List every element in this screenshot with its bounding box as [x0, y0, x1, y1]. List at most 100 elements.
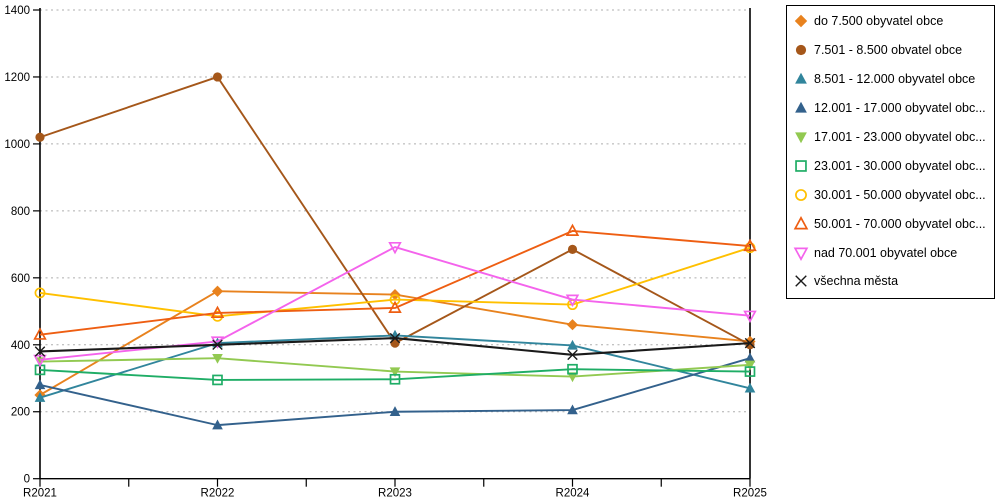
triangle-up-legend-icon — [793, 215, 809, 230]
triangle-down-marker — [743, 310, 757, 324]
circle-legend-icon — [795, 188, 807, 201]
x-axis-labels: R2021 R2022 R2023 R2024 R2025 — [23, 488, 767, 500]
triangle-down-marker — [33, 354, 47, 368]
legend-item: 23.001 - 30.000 obyvatel obc... — [793, 151, 994, 180]
chart-legend: do 7.500 obyvatel obce 7.501 - 8.500 obva… — [786, 5, 995, 299]
gridlines — [40, 9, 750, 413]
x-legend-icon — [795, 275, 807, 288]
triangle-up-legend-icon — [795, 101, 807, 113]
square-marker — [795, 160, 807, 172]
y-tick-label: 200 — [11, 407, 30, 419]
legend-label: 50.001 - 70.000 obyvatel obc... — [814, 216, 986, 231]
triangle-up-marker — [565, 223, 580, 237]
circle-marker — [34, 287, 46, 299]
x-axis-ticks — [39, 478, 751, 487]
x-tick-label: R2025 — [733, 488, 767, 500]
circle-marker — [567, 244, 578, 254]
y-tick-label: 800 — [11, 206, 30, 218]
triangle-up-marker — [744, 382, 756, 393]
legend-label: 30.001 - 50.000 obyvatel obc... — [814, 187, 986, 202]
triangle-down-marker — [795, 132, 807, 144]
legend-label: do 7.500 obyvatel obce — [814, 14, 944, 29]
triangle-up-marker — [795, 73, 807, 84]
diamond-marker — [566, 319, 579, 331]
legend-item: 12.001 - 17.000 obyvatel obc... — [793, 94, 994, 123]
y-tick-label: 1400 — [4, 5, 30, 17]
triangle-down-marker — [744, 360, 756, 371]
triangle-up-marker — [33, 327, 47, 340]
y-tick-label: 1200 — [4, 72, 30, 84]
triangle-up-marker — [389, 406, 401, 416]
diamond-legend-icon — [794, 15, 808, 28]
legend-item: 50.001 - 70.000 obyvatel obc... — [793, 209, 994, 238]
triangle-down-marker — [567, 372, 578, 383]
triangle-up-marker — [210, 305, 225, 319]
x-marker — [567, 349, 578, 361]
triangle-down-marker — [793, 247, 809, 261]
legend-label: 8.501 - 12.000 obyvatel obce — [814, 72, 976, 87]
x-marker — [795, 275, 807, 288]
legend-item: 30.001 - 50.000 obyvatel obc... — [793, 180, 994, 209]
x-tick-label: R2021 — [23, 488, 57, 500]
y-tick-label: 0 — [24, 474, 30, 486]
triangle-up-marker — [212, 419, 223, 430]
series-8 — [33, 223, 757, 340]
legend-label: 23.001 - 30.000 obyvatel obc... — [814, 158, 986, 173]
triangle-up-legend-icon — [795, 73, 807, 84]
series-7 — [34, 242, 756, 322]
x-tick-label: R2024 — [556, 488, 590, 500]
legend-item: 7.501 - 8.500 obvatel obce — [793, 36, 994, 65]
x-marker — [744, 337, 756, 349]
x-tick-label: R2022 — [201, 488, 235, 500]
legend-item: všechna města — [793, 267, 994, 296]
circle-marker — [212, 72, 223, 82]
y-tick-label: 1000 — [4, 139, 30, 151]
legend-item: 17.001 - 23.000 obyvatel obc... — [793, 123, 994, 152]
square-marker — [212, 374, 223, 386]
series-4 — [34, 352, 756, 430]
y-tick-label: 400 — [11, 340, 30, 352]
triangle-up-marker — [388, 300, 402, 314]
series-10 — [34, 332, 756, 361]
legend-label: všechna města — [814, 274, 899, 289]
data-series — [33, 72, 757, 430]
square-marker — [567, 363, 578, 375]
legend-label: 12.001 - 17.000 obyvatel obc... — [814, 101, 986, 116]
triangle-up-marker — [567, 339, 578, 350]
square-marker — [744, 366, 756, 377]
triangle-down-marker — [388, 241, 402, 255]
triangle-up-marker — [793, 215, 809, 230]
x-marker — [212, 339, 223, 351]
y-tick-label: 600 — [11, 273, 30, 285]
legend-label: 17.001 - 23.000 obyvatel obc... — [814, 130, 986, 144]
circle-marker — [795, 45, 807, 56]
series-5 — [34, 353, 756, 383]
diamond-marker — [794, 15, 808, 28]
triangle-down-legend-icon — [793, 247, 809, 261]
triangle-up-marker — [34, 392, 46, 402]
x-marker — [389, 332, 401, 344]
circle-marker — [389, 294, 401, 306]
diamond-marker — [211, 285, 224, 297]
legend-label: nad 70.001 obyvatel obce — [814, 245, 958, 260]
triangle-down-marker — [565, 294, 580, 307]
triangle-up-marker — [743, 238, 757, 252]
y-axis-labels: 0 200 400 600 800 1000 1200 1400 — [4, 5, 30, 486]
square-marker — [389, 373, 401, 385]
legend-item: do 7.500 obyvatel obce — [793, 7, 994, 36]
series-line — [39, 246, 751, 318]
legend-item: 8.501 - 12.000 obyvatel obce — [793, 65, 994, 94]
triangle-up-marker — [795, 101, 807, 113]
circle-marker — [745, 340, 755, 350]
x-tick-label: R2023 — [378, 488, 412, 500]
series-line — [39, 368, 751, 381]
series-6 — [34, 363, 756, 386]
series-line — [39, 230, 751, 336]
triangle-up-marker — [34, 379, 46, 390]
triangle-down-marker — [212, 353, 223, 364]
square-legend-icon — [795, 160, 807, 172]
triangle-up-marker — [567, 404, 578, 415]
circle-marker — [390, 338, 400, 348]
